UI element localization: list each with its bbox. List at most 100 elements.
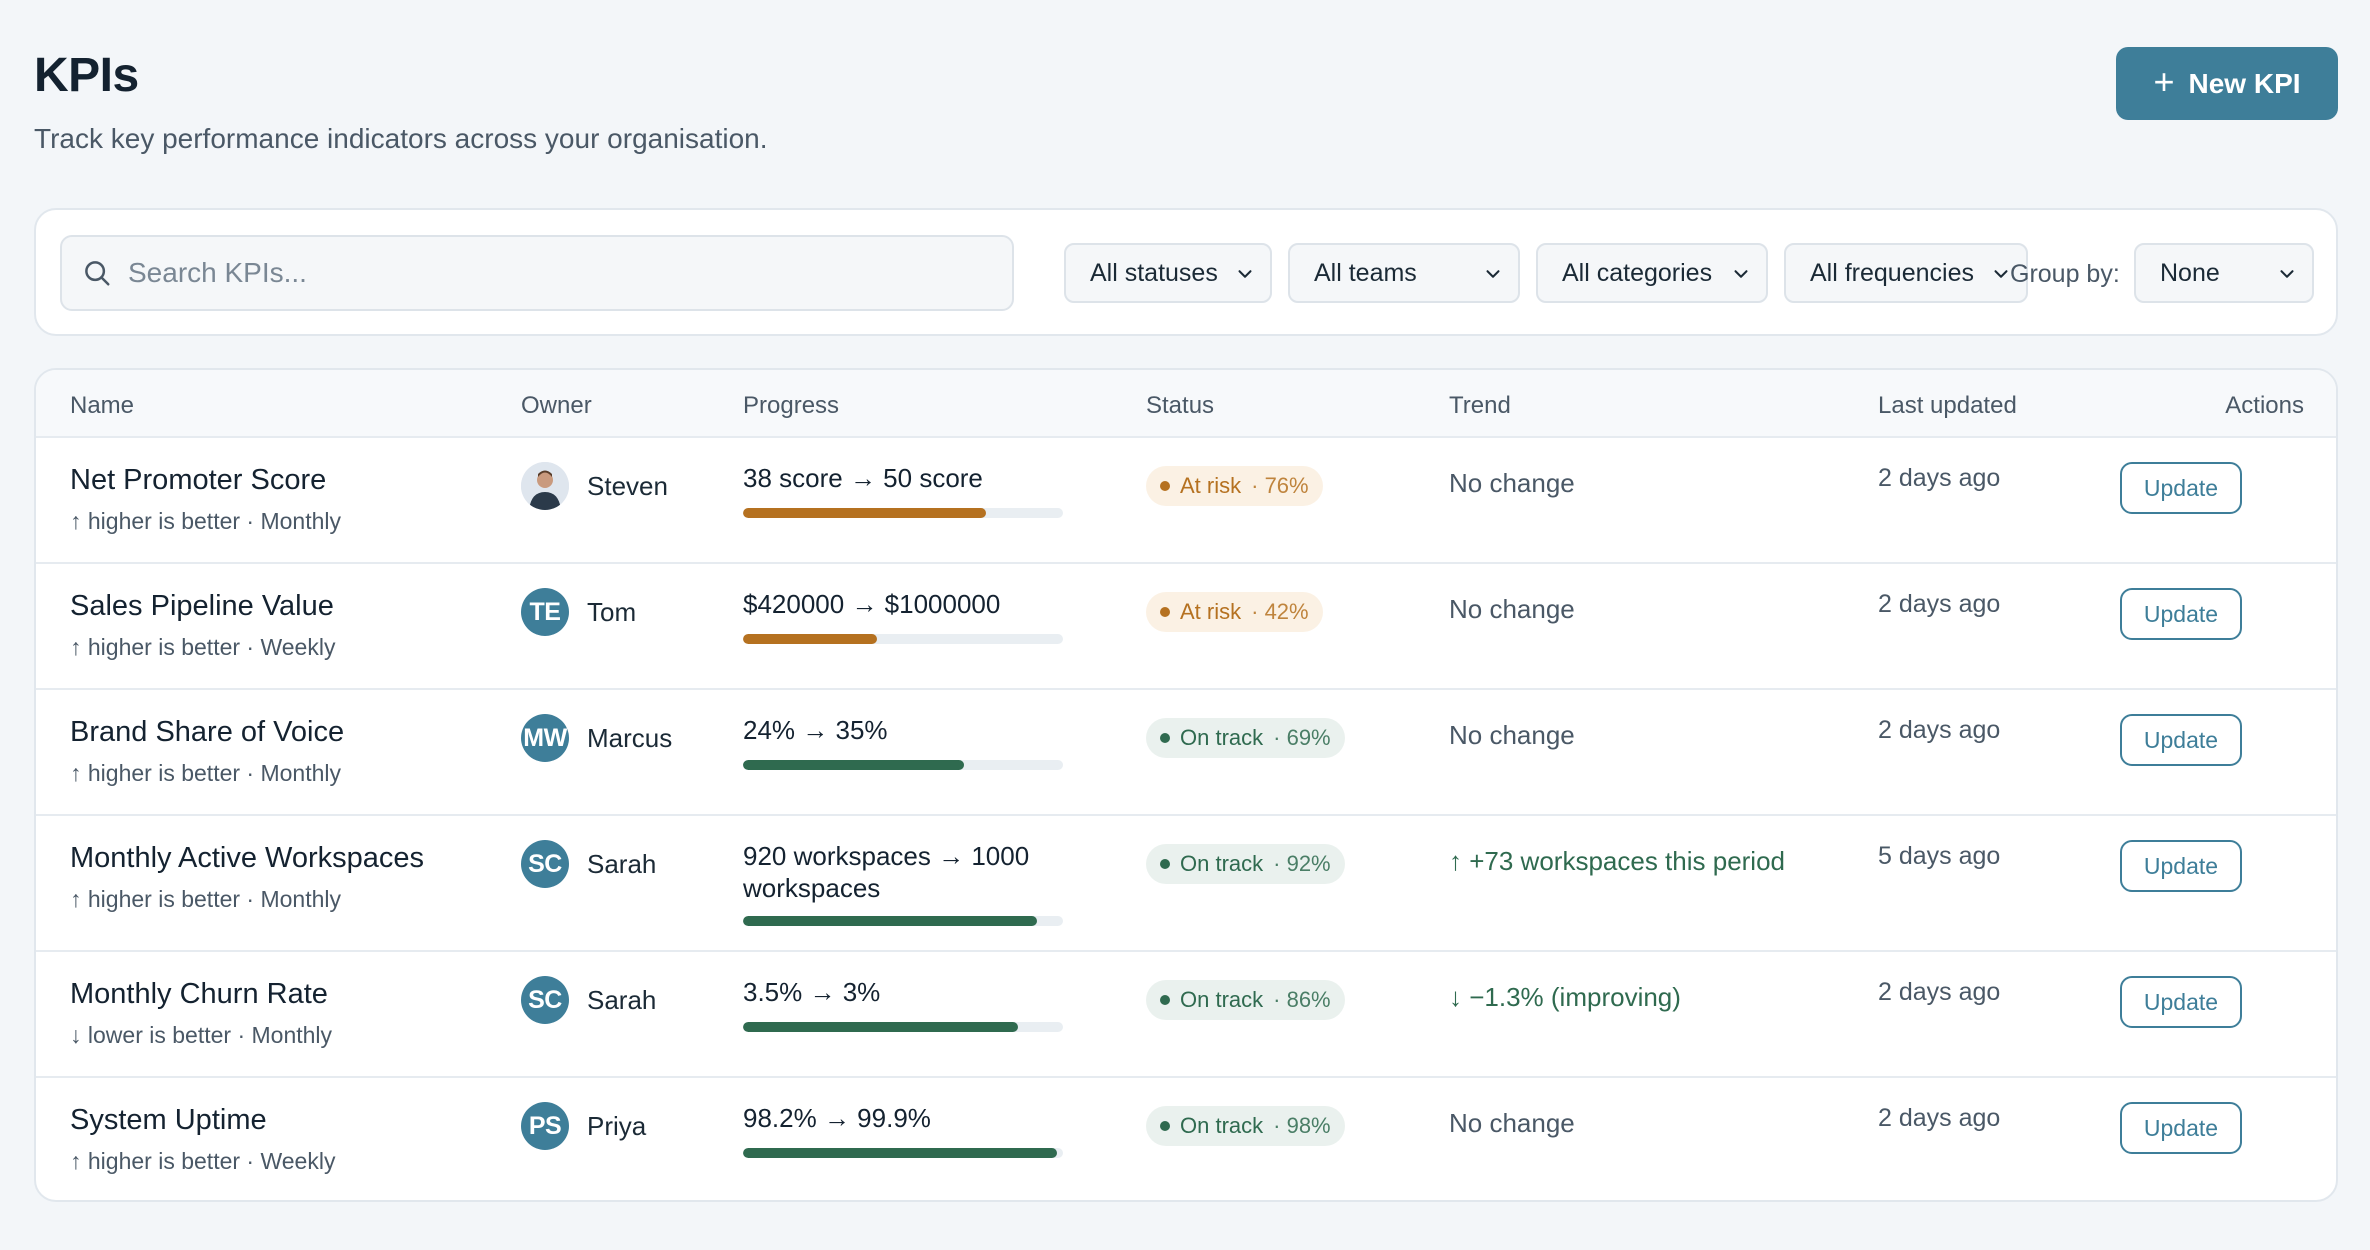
status-badge: On track · 86% xyxy=(1146,980,1345,1020)
search-box[interactable] xyxy=(60,235,1014,311)
status-dot xyxy=(1160,1121,1170,1131)
team-filter-value: All teams xyxy=(1314,258,1417,287)
progress-bar xyxy=(743,760,1063,770)
owner-name: Steven xyxy=(587,470,668,501)
status-filter-select[interactable]: All statuses xyxy=(1064,243,1272,303)
page-subtitle: Track key performance indicators across … xyxy=(34,123,768,154)
filter-bar: All statuses All teams All categories Al… xyxy=(34,208,2338,336)
last-updated: 2 days ago xyxy=(1878,590,2001,618)
status-badge: At risk · 76% xyxy=(1146,466,1323,506)
category-filter-select[interactable]: All categories xyxy=(1536,243,1768,303)
chevron-down-icon xyxy=(1238,270,1252,278)
kpi-name: Monthly Active Workspaces xyxy=(70,842,425,874)
progress-bar-fill xyxy=(743,508,987,518)
owner-cell: Steven xyxy=(521,462,668,510)
status-percent: · 42% xyxy=(1251,599,1309,624)
owner-name: Marcus xyxy=(587,722,673,753)
owner-cell: MW Marcus xyxy=(521,714,672,762)
status-badge: On track · 69% xyxy=(1146,718,1345,758)
progress-bar xyxy=(743,1022,1063,1032)
status-label: At risk xyxy=(1180,473,1242,498)
chevron-down-icon xyxy=(1994,270,2008,278)
owner-name: Tom xyxy=(587,596,637,627)
progress-bar xyxy=(743,916,1063,926)
status-dot xyxy=(1160,995,1170,1005)
owner-cell: PS Priya xyxy=(521,1102,646,1150)
owner-name: Sarah xyxy=(587,984,657,1015)
avatar xyxy=(521,462,569,510)
kpi-meta: ↑ higher is better · Monthly xyxy=(70,508,342,534)
kpi-meta: ↑ higher is better · Weekly xyxy=(70,634,336,660)
status-dot xyxy=(1160,859,1170,869)
plus-icon: + xyxy=(2153,61,2175,102)
status-badge: On track · 92% xyxy=(1146,844,1345,884)
update-button[interactable]: Update xyxy=(2120,714,2242,766)
progress-text: $420000 → $1000000 xyxy=(743,589,1001,619)
table-row: Brand Share of Voice ↑ higher is better ·… xyxy=(36,690,2336,816)
trend-text: ↓ −1.3% (improving) xyxy=(1449,982,1681,1012)
new-kpi-label: New KPI xyxy=(2188,67,2301,99)
new-kpi-button[interactable]: + New KPI xyxy=(2116,47,2338,120)
column-header-name: Name xyxy=(70,392,135,419)
avatar: MW xyxy=(521,714,569,762)
column-header-owner: Owner xyxy=(521,392,592,419)
avatar: SC xyxy=(521,840,569,888)
progress-bar xyxy=(743,508,1063,518)
status-percent: · 86% xyxy=(1273,987,1331,1012)
progress-text: 3.5% → 3% xyxy=(743,977,881,1007)
kpi-name: Monthly Churn Rate xyxy=(70,978,328,1010)
kpi-name: Brand Share of Voice xyxy=(70,716,345,748)
progress-bar xyxy=(743,634,1063,644)
page-title: KPIs xyxy=(34,49,139,102)
progress-bar-fill xyxy=(743,760,964,770)
progress-text: 920 workspaces → 1000 workspaces xyxy=(743,841,1030,903)
owner-cell: SC Sarah xyxy=(521,840,656,888)
table-row: System Uptime ↑ higher is better · Weekly… xyxy=(36,1078,2336,1200)
last-updated: 2 days ago xyxy=(1878,716,2001,744)
status-badge: On track · 98% xyxy=(1146,1106,1345,1146)
kpi-name: System Uptime xyxy=(70,1104,267,1136)
update-button[interactable]: Update xyxy=(2120,976,2242,1028)
owner-cell: SC Sarah xyxy=(521,976,656,1024)
kpi-name: Sales Pipeline Value xyxy=(70,590,334,622)
status-label: On track xyxy=(1180,851,1264,876)
kpi-meta: ↓ lower is better · Monthly xyxy=(70,1022,333,1048)
kpi-meta: ↑ higher is better · Weekly xyxy=(70,1148,336,1174)
chevron-down-icon xyxy=(1486,270,1500,278)
frequency-filter-select[interactable]: All frequencies xyxy=(1784,243,2028,303)
search-input[interactable] xyxy=(128,257,988,289)
column-header-trend: Trend xyxy=(1449,392,1511,419)
chevron-down-icon xyxy=(1734,270,1748,278)
owner-name: Sarah xyxy=(587,848,657,879)
kpi-meta: ↑ higher is better · Monthly xyxy=(70,886,342,912)
table-row: Monthly Churn Rate ↓ lower is better · Mo… xyxy=(36,952,2336,1078)
frequency-filter-value: All frequencies xyxy=(1810,258,1974,287)
update-button[interactable]: Update xyxy=(2120,840,2242,892)
update-button[interactable]: Update xyxy=(2120,1102,2242,1154)
group-by-select[interactable]: None xyxy=(2134,243,2314,303)
column-header-actions: Actions xyxy=(2225,392,2304,419)
progress-bar-fill xyxy=(743,1148,1057,1158)
trend-text: No change xyxy=(1449,720,1575,750)
category-filter-value: All categories xyxy=(1562,258,1713,287)
progress-bar xyxy=(743,1148,1063,1158)
update-button[interactable]: Update xyxy=(2120,462,2242,514)
table-row: Sales Pipeline Value ↑ higher is better ·… xyxy=(36,564,2336,690)
status-percent: · 69% xyxy=(1273,725,1331,750)
status-dot xyxy=(1160,481,1170,491)
column-header-status: Status xyxy=(1146,392,1215,419)
progress-text: 38 score → 50 score xyxy=(743,463,983,493)
team-filter-select[interactable]: All teams xyxy=(1288,243,1520,303)
last-updated: 2 days ago xyxy=(1878,978,2001,1006)
kpi-name: Net Promoter Score xyxy=(70,464,327,496)
group-by-value: None xyxy=(2160,258,2220,287)
progress-bar-fill xyxy=(743,916,1038,926)
update-button[interactable]: Update xyxy=(2120,588,2242,640)
status-label: On track xyxy=(1180,1113,1264,1138)
trend-text: No change xyxy=(1449,1108,1575,1138)
status-percent: · 92% xyxy=(1273,851,1331,876)
trend-text: No change xyxy=(1449,468,1575,498)
progress-bar-fill xyxy=(743,634,878,644)
avatar: PS xyxy=(521,1102,569,1150)
